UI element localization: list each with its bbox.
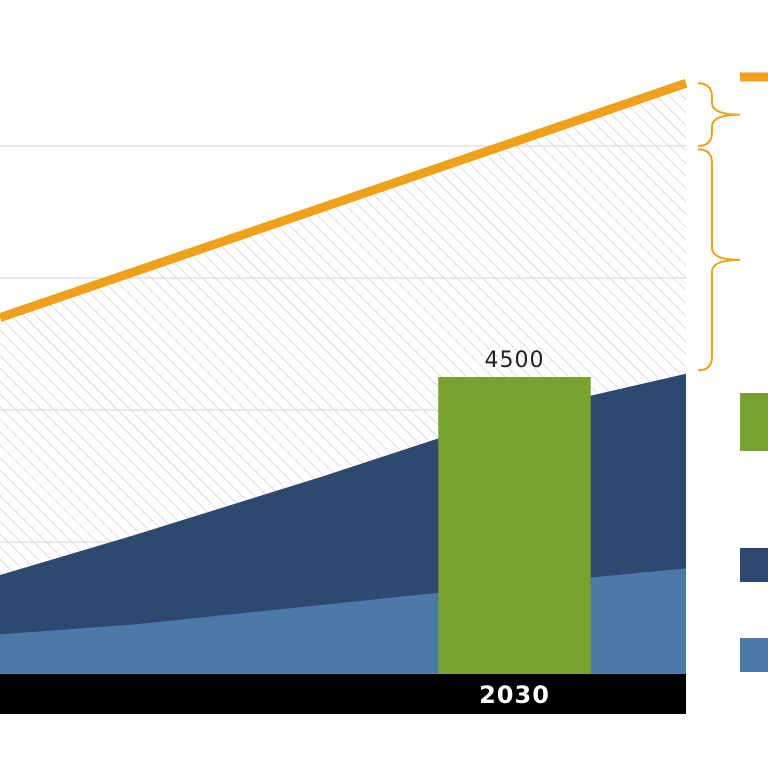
line-series <box>0 79 688 322</box>
legend-brace-1 <box>697 82 741 147</box>
bar-value-label: 4500 <box>485 348 545 373</box>
x-tick-label: 2030 <box>479 681 550 709</box>
legend-brace-2 <box>697 148 741 372</box>
bar-2030 <box>438 377 591 674</box>
hatched-range-area <box>0 83 686 576</box>
legend-swatch-area-light <box>740 638 768 672</box>
x-axis-bar <box>0 674 686 714</box>
x-axis-band: 2030 <box>0 674 686 714</box>
line-series <box>0 79 688 322</box>
legend-swatch-area-dark <box>740 548 768 582</box>
legend-swatch-bar <box>740 393 768 451</box>
legend <box>697 72 768 672</box>
hatched-band <box>0 83 686 576</box>
bar-series: 4500 <box>438 348 591 674</box>
